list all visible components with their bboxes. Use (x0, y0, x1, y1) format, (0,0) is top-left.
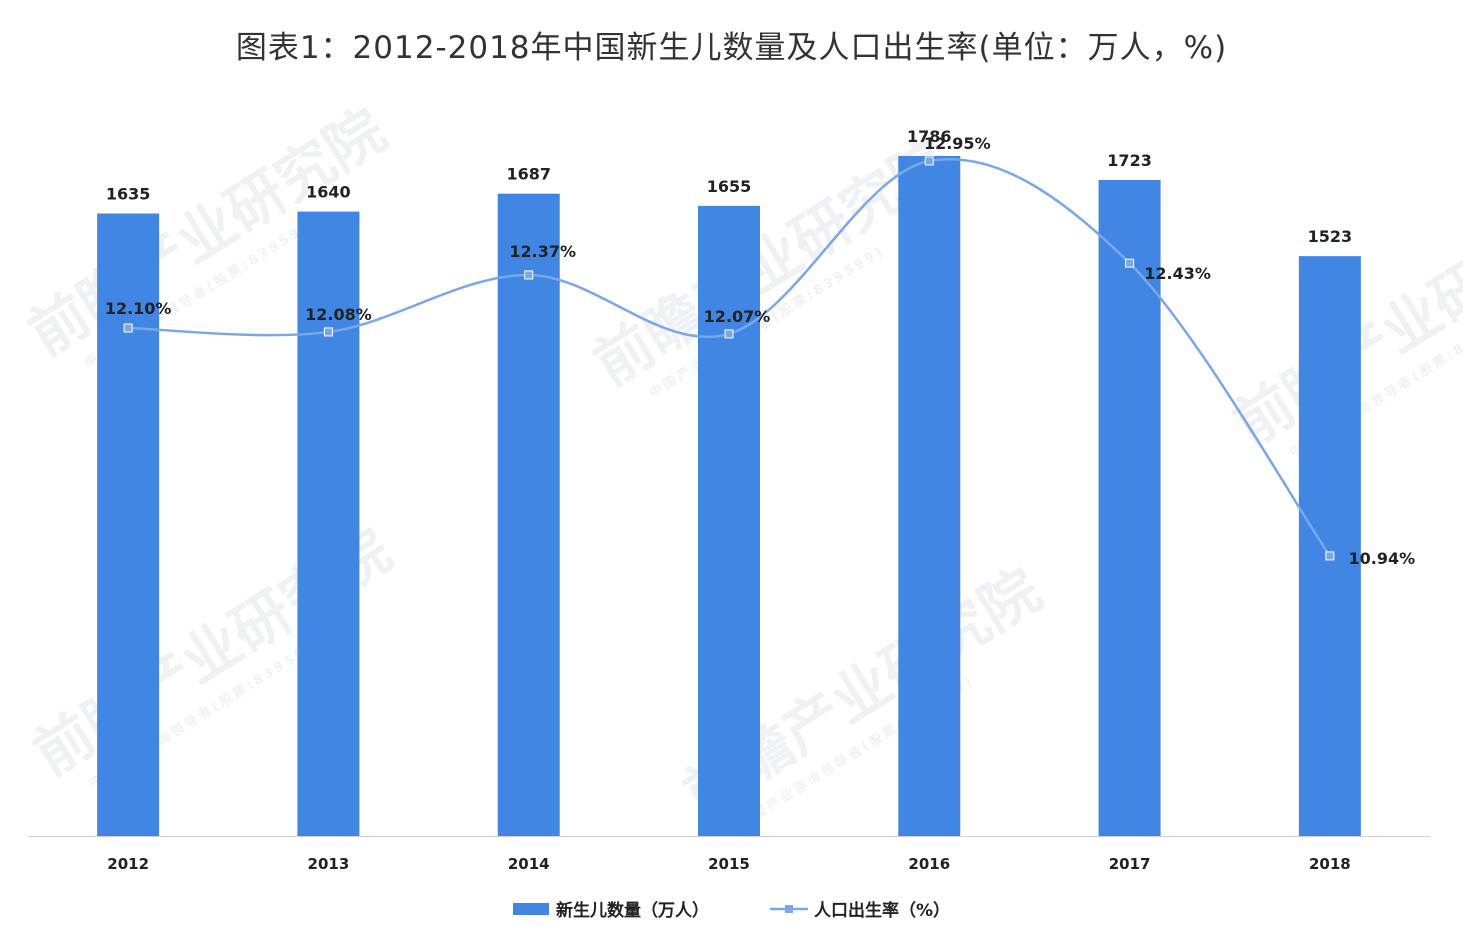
birth-rate-point (924, 156, 934, 166)
x-tick-label: 2014 (508, 855, 550, 873)
legend-bar-label: 新生儿数量（万人） (556, 900, 709, 921)
bar-2014 (497, 193, 560, 836)
bar-value-label: 1640 (306, 183, 351, 202)
bar-value-label: 1786 (907, 127, 952, 146)
birth-rate-point (1125, 258, 1135, 268)
x-tick-label: 2017 (1109, 855, 1151, 873)
bar-value-label: 1687 (506, 165, 551, 184)
legend-bar-swatch (513, 903, 549, 915)
birth-rate-label: 10.94% (1349, 549, 1416, 568)
bar-value-label: 1655 (707, 177, 752, 196)
legend-line-marker (785, 905, 793, 913)
birth-rate-point (123, 323, 133, 333)
birth-rate-label: 12.07% (704, 307, 771, 326)
legend-line-label: 人口出生率（%） (814, 900, 950, 921)
bar-value-label: 1723 (1107, 151, 1152, 170)
bar-2015 (698, 205, 760, 836)
birth-rate-label: 12.43% (1144, 264, 1211, 283)
x-tick-label: 2013 (308, 855, 350, 873)
birth-rate-label: 12.95% (924, 134, 991, 153)
bar-2012 (97, 213, 160, 837)
x-tick-label: 2015 (708, 855, 750, 873)
birth-rate-point (524, 270, 534, 280)
x-tick-label: 2016 (908, 855, 950, 873)
birth-rate-point (323, 327, 333, 337)
x-tick-label: 2012 (107, 855, 149, 873)
bar-value-label: 1635 (106, 184, 151, 203)
bar-2016 (898, 156, 961, 836)
birth-rate-label: 12.08% (305, 305, 372, 324)
birth-rate-point (1325, 551, 1335, 561)
birth-rate-line (128, 158, 1331, 557)
birth-rate-label: 12.10% (105, 299, 172, 318)
bar-2013 (297, 211, 360, 837)
birth-rate-point (724, 329, 734, 339)
bar-value-label: 1523 (1308, 227, 1353, 246)
birth-rate-label: 12.37% (509, 242, 576, 261)
x-tick-label: 2018 (1309, 855, 1351, 873)
bar-2017 (1098, 179, 1161, 836)
chart-title: 图表1：2012-2018年中国新生儿数量及人口出生率(单位：万人，%) (235, 30, 1228, 66)
bar-2018 (1298, 256, 1361, 836)
